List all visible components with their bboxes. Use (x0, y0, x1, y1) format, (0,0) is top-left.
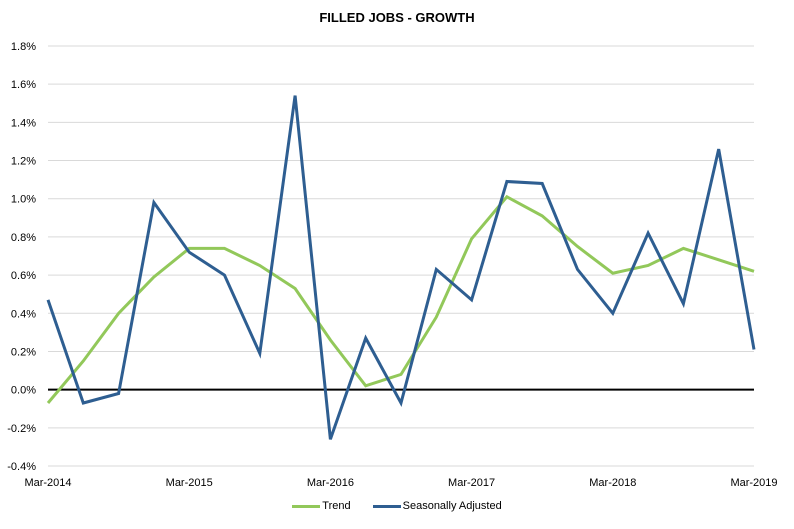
x-tick-label: Mar-2018 (589, 477, 636, 489)
x-tick-label: Mar-2017 (448, 477, 495, 489)
y-tick-label: 0.8% (11, 232, 36, 244)
y-tick-label: 1.8% (11, 41, 36, 53)
x-axis-ticks: Mar-2014 Mar-2015 Mar-2016 Mar-2017 Mar-2018… (24, 477, 777, 489)
x-tick-label: Mar-2016 (307, 477, 354, 489)
y-tick-label: 0.6% (11, 270, 36, 282)
trend-line (46, 194, 755, 404)
x-tick-label: Mar-2015 (166, 477, 213, 489)
y-tick-label: 0.4% (11, 308, 36, 320)
x-tick-label: Mar-2019 (730, 477, 777, 489)
x-tick-label: Mar-2014 (24, 477, 71, 489)
y-tick-label: 1.2% (11, 156, 36, 168)
y-tick-label: 1.4% (11, 117, 36, 129)
series-lines (46, 95, 756, 440)
y-tick-label: -0.4% (7, 461, 36, 473)
trend-swatch (292, 504, 321, 508)
y-tick-label: 0.2% (11, 346, 36, 358)
y-tick-label: -0.2% (7, 423, 36, 435)
chart-title: FILLED JOBS - GROWTH (319, 10, 475, 25)
legend-label-seasonally-adjusted: Seasonally Adjusted (402, 500, 502, 512)
y-tick-label: 0.0% (11, 385, 36, 397)
seasonally-adjusted-swatch (372, 504, 401, 508)
legend-label-trend: Trend (322, 500, 351, 512)
y-axis-ticks: 1.8% 1.6% 1.4% 1.2% 1.0% 0.8% 0.6% 0.4% 0.2% 0.0%… (7, 41, 36, 473)
legend: Trend Seasonally Adjusted (0, 500, 794, 512)
seasonally-adjusted-line (46, 95, 756, 440)
y-tick-label: 1.6% (11, 79, 36, 91)
legend-item-trend: Trend (292, 500, 351, 512)
gridlines (48, 45, 754, 467)
y-tick-label: 1.0% (11, 194, 36, 206)
legend-item-seasonally-adjusted: Seasonally Adjusted (372, 500, 502, 512)
